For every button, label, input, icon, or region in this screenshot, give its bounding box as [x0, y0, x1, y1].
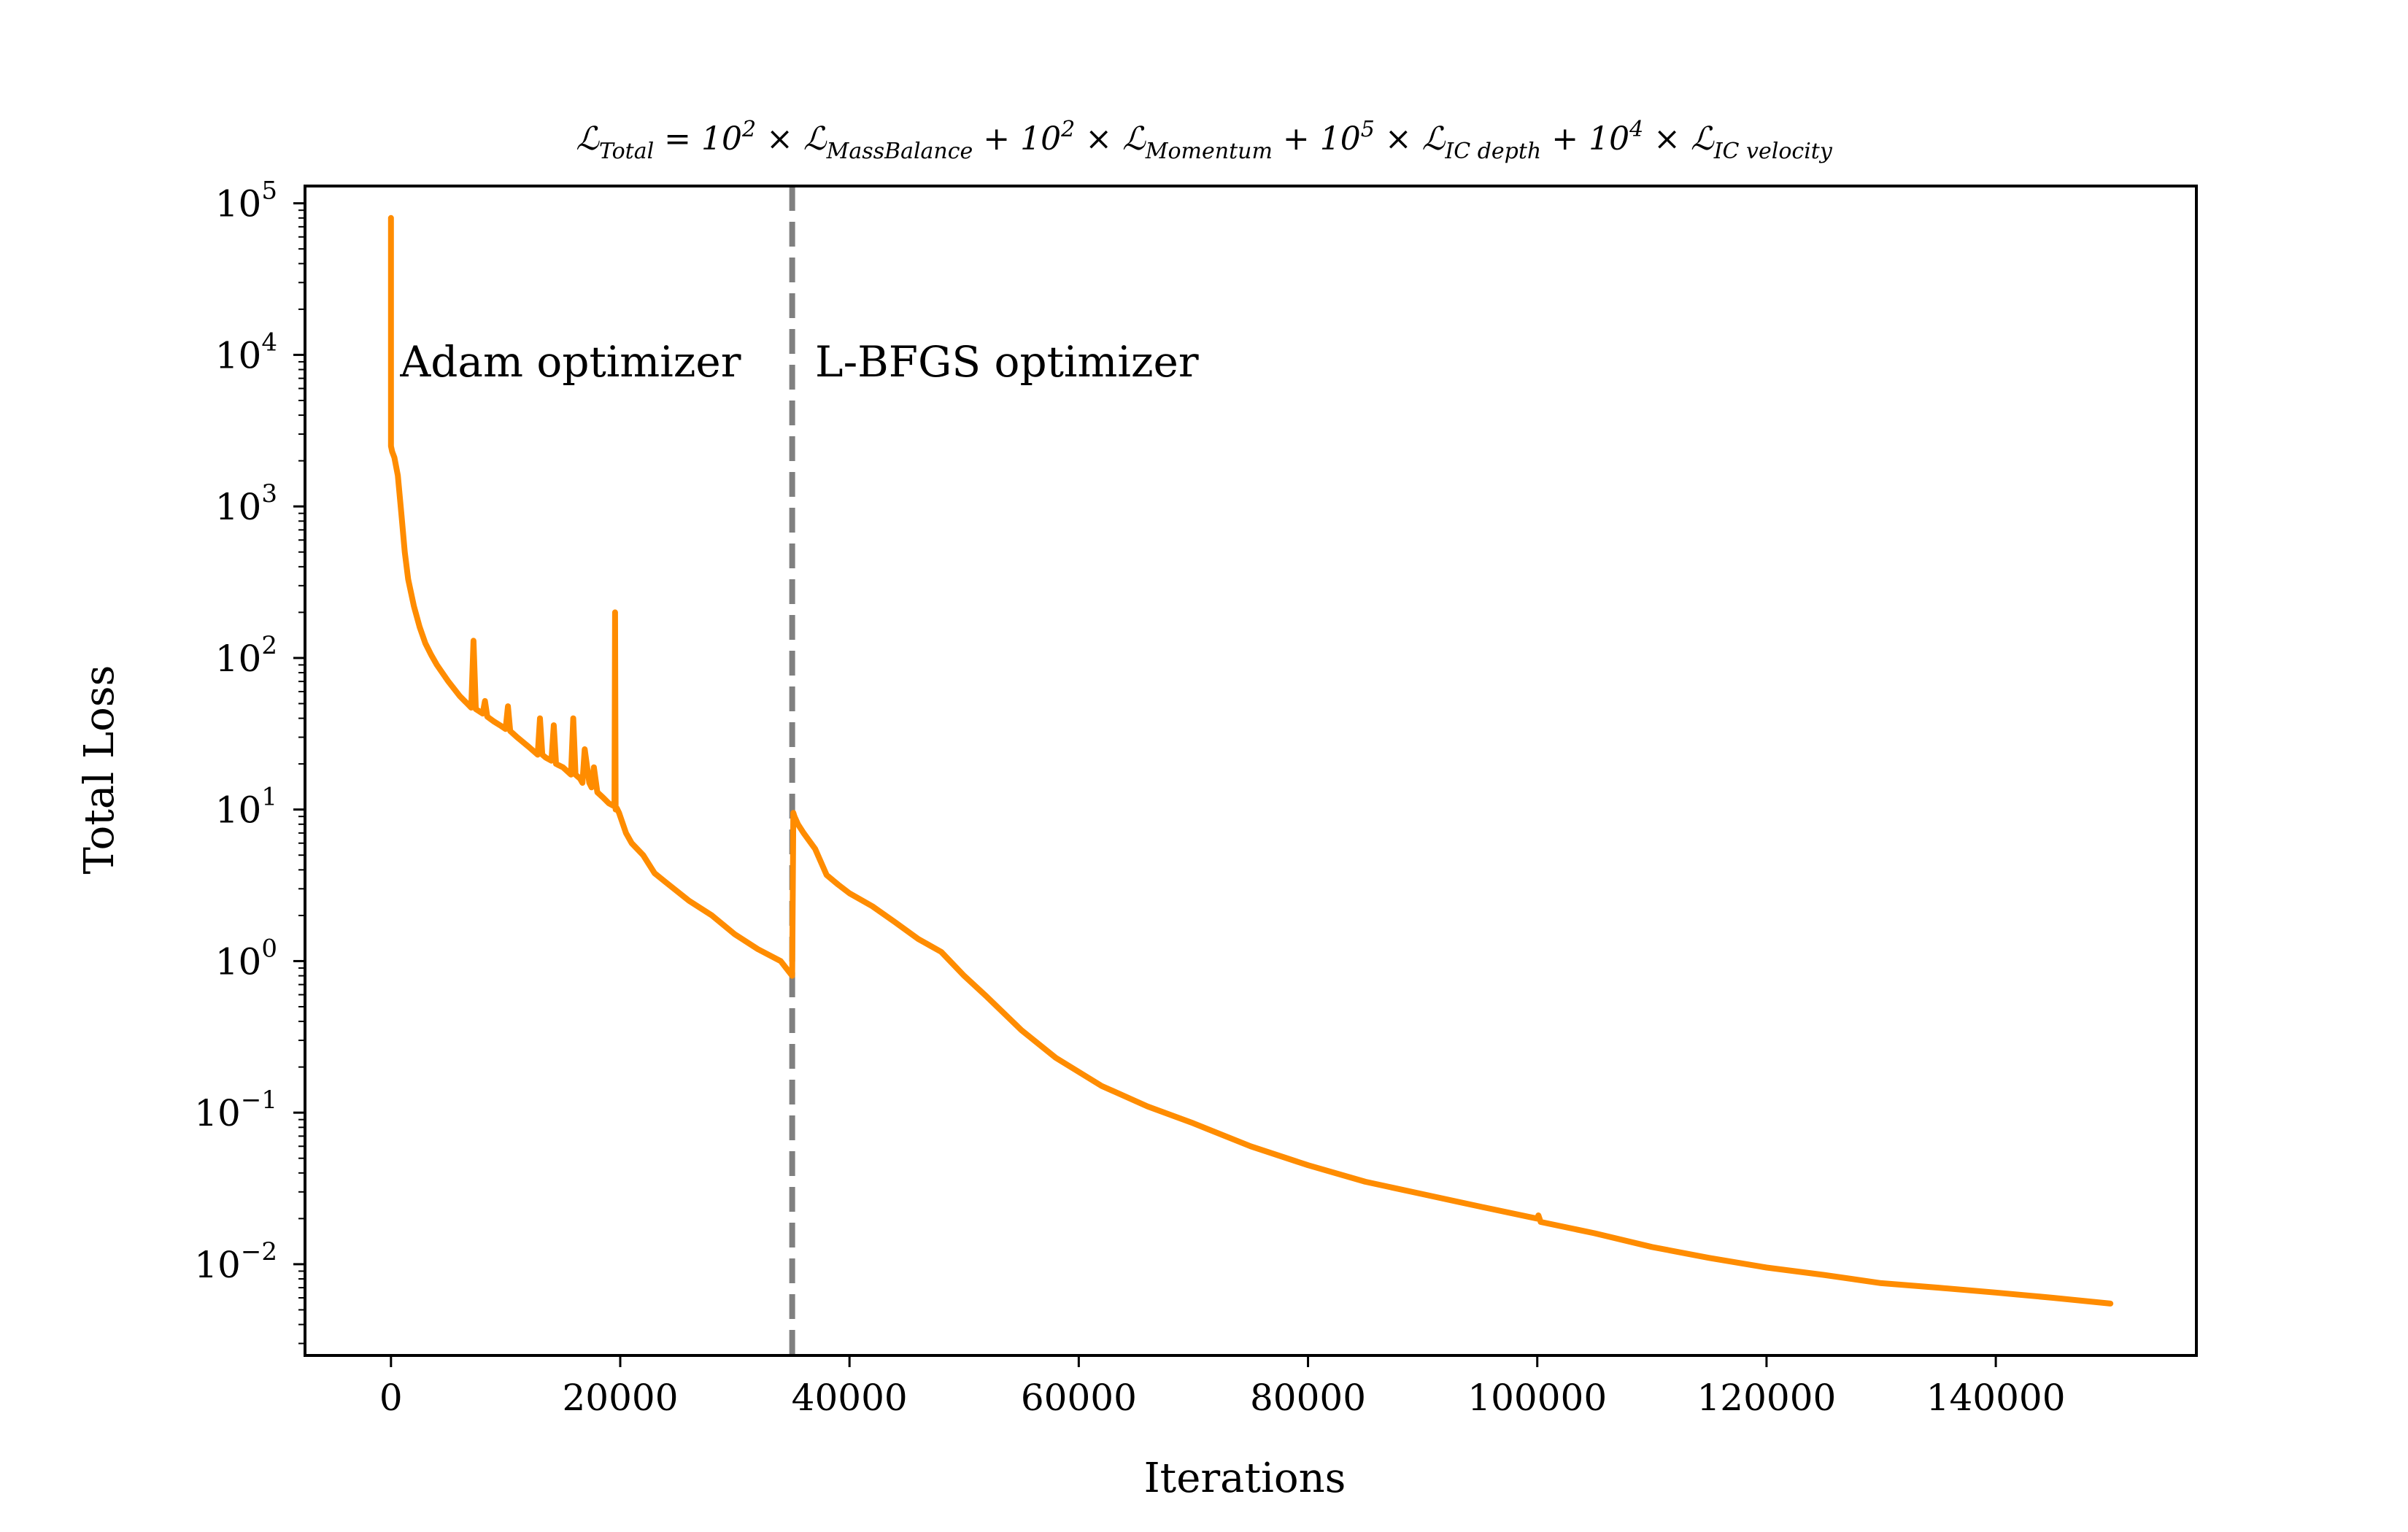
- title-part: = 10: [654, 120, 742, 158]
- x-tick-label: 20000: [562, 1377, 678, 1419]
- y-tick-label: 101: [215, 783, 277, 832]
- title-part: × ℒ: [1643, 120, 1715, 158]
- title-part: 2: [741, 117, 756, 142]
- x-tick-label: 100000: [1467, 1377, 1607, 1419]
- x-tick-label: 40000: [792, 1377, 908, 1419]
- x-tick-label: 120000: [1697, 1377, 1836, 1419]
- x-tick-label: 0: [379, 1377, 403, 1419]
- y-tick-label: 102: [215, 631, 277, 680]
- chart-title-text: ℒTotal = 102 × ℒMassBalance + 102 × ℒMom…: [576, 117, 1833, 164]
- title-part: 5: [1361, 117, 1375, 142]
- x-axis-label: Iterations: [1144, 1455, 1346, 1502]
- y-axis: 10−2 10−1 100 101 102 103 104 105: [194, 177, 305, 1345]
- series-total-loss-line: [387, 214, 2114, 1307]
- title-part: + 10: [973, 120, 1061, 158]
- title-part: IC depth: [1444, 139, 1541, 164]
- title-part: 4: [1629, 117, 1643, 142]
- title-part: Momentum: [1145, 139, 1273, 164]
- title-part: × ℒ: [756, 120, 827, 158]
- series-layer: [387, 214, 2114, 1307]
- title-part: ℒ: [576, 120, 600, 158]
- x-tick-label: 140000: [1926, 1377, 2066, 1419]
- x-tick-label: 60000: [1021, 1377, 1137, 1419]
- y-tick-label: 104: [215, 328, 277, 376]
- y-tick-label: 103: [215, 479, 277, 528]
- title-part: + 10: [1273, 120, 1361, 158]
- y-axis-label: Total Loss: [76, 665, 123, 875]
- y-tick-label: 10−2: [194, 1237, 277, 1286]
- title-part: Total: [599, 139, 654, 164]
- title-part: 2: [1060, 117, 1075, 142]
- title-part: × ℒ: [1075, 120, 1146, 158]
- title-part: MassBalance: [826, 139, 973, 164]
- title-part: × ℒ: [1375, 120, 1446, 158]
- title-part: IC velocity: [1713, 139, 1833, 164]
- plot-frame: [304, 185, 2198, 1357]
- x-tick-label: 80000: [1250, 1377, 1366, 1419]
- title-part: + 10: [1541, 120, 1629, 158]
- annotation-text: Adam optimizer: [399, 337, 741, 387]
- annotations: Adam optimizer L-BFGS optimizer: [399, 337, 1198, 387]
- chart-title: ℒTotal = 102 × ℒMassBalance + 102 × ℒMom…: [576, 117, 1833, 164]
- y-tick-label: 100: [215, 934, 277, 983]
- annotation-text: L-BFGS optimizer: [815, 337, 1199, 387]
- y-tick-label: 10−1: [194, 1086, 277, 1134]
- x-axis: 0 20000 40000 60000 80000 100000 120000 140000: [379, 1355, 2066, 1419]
- y-tick-label: 105: [215, 177, 277, 225]
